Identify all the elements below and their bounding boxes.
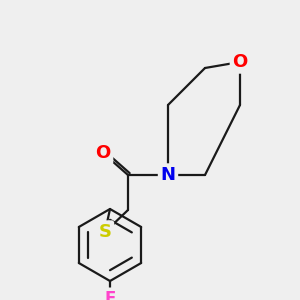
Text: S: S: [98, 223, 112, 241]
Text: O: O: [95, 144, 111, 162]
Text: O: O: [232, 53, 247, 71]
Text: N: N: [160, 166, 175, 184]
Text: F: F: [104, 290, 116, 300]
